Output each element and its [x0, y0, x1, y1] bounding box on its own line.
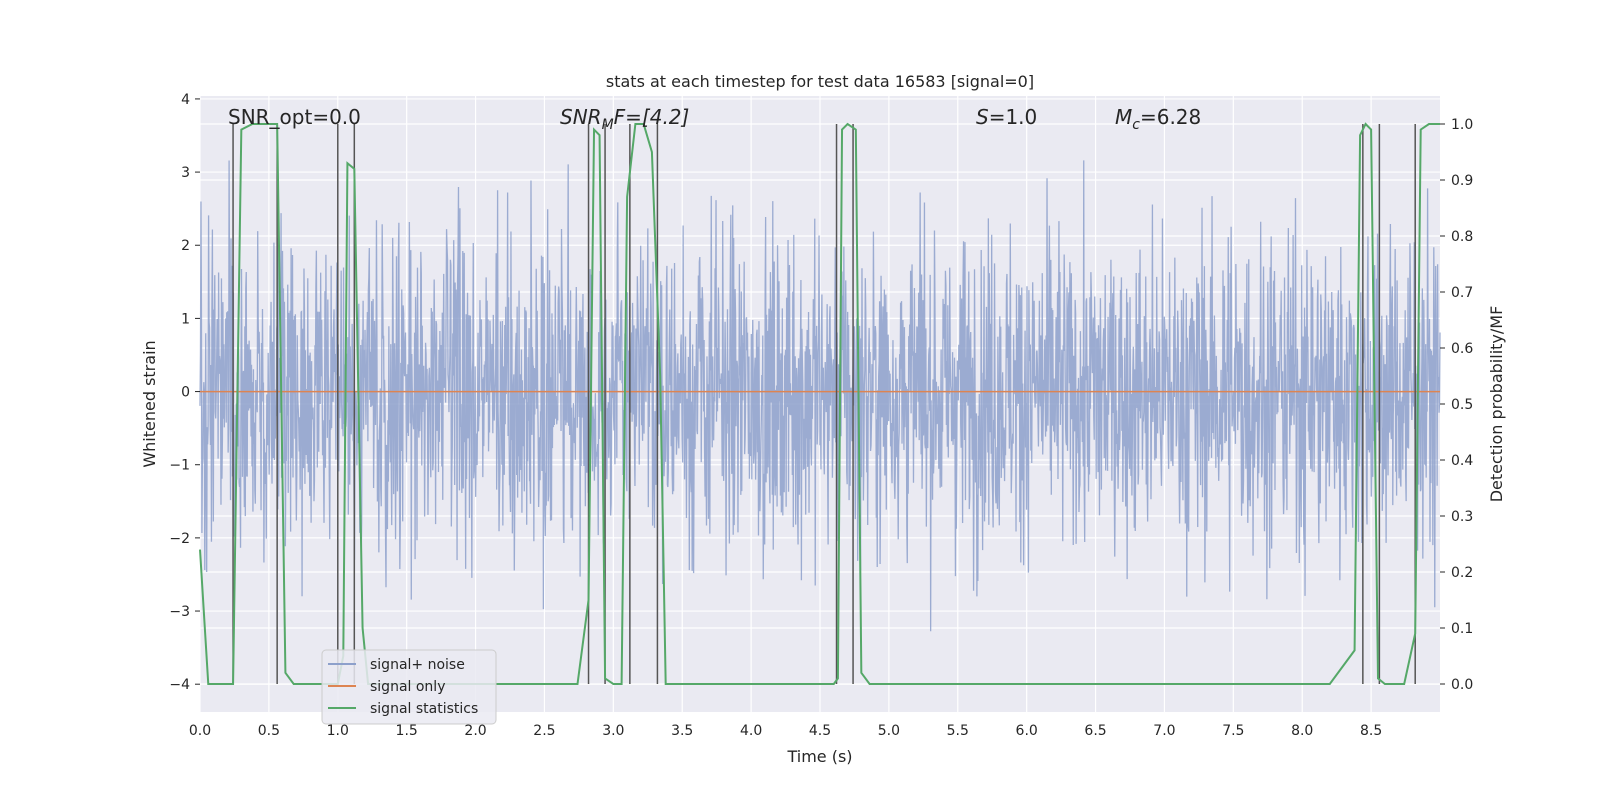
- y-right-tick-label-8: 0.2: [1451, 565, 1473, 581]
- x-tick-label-4: 2.0: [464, 723, 486, 739]
- legend-box: [321, 649, 497, 725]
- y-left-tick-label-3: 1: [181, 311, 190, 327]
- annotation-snr-mf-prefix: SNR: [560, 105, 602, 129]
- x-tick-label-6: 3.0: [602, 723, 624, 739]
- y-right-tick-label-5: 0.5: [1451, 397, 1473, 413]
- legend-label-signal-statistics: signal statistics: [370, 701, 478, 717]
- y-right-tick-label-1: 0.9: [1451, 173, 1473, 189]
- y-left-tick-label-8: −4: [169, 677, 190, 693]
- annotation-mc-sub: c: [1132, 117, 1140, 133]
- x-axis-ticks: 0.0 0.5 1.0 1.5 2.0 2.5 3.0 3.5 4.0 4.5 5.0 5.5 6.0 6…: [189, 723, 1382, 739]
- y-right-tick-label-7: 0.3: [1451, 509, 1473, 525]
- annotation-snr-opt: SNR_opt=0.0: [228, 105, 361, 129]
- x-tick-label-16: 8.0: [1291, 723, 1313, 739]
- y-left-tick-label-7: −3: [169, 604, 190, 620]
- y-left-tick-label-2: 2: [181, 238, 190, 254]
- y-right-tick-label-0: 1.0: [1451, 117, 1473, 133]
- left-y-axis-label: Whitened strain: [140, 340, 159, 467]
- signal-noise-line: [199, 160, 1441, 632]
- legend: signal+ noise signal only signal statist…: [321, 649, 497, 725]
- legend-label-signal-noise: signal+ noise: [370, 657, 465, 673]
- x-tick-label-11: 5.5: [947, 723, 969, 739]
- signal-statistics-series: [199, 122, 1440, 685]
- event-markers: [232, 124, 1416, 684]
- x-tick-label-10: 5.0: [878, 723, 900, 739]
- x-tick-label-0: 0.0: [189, 723, 211, 739]
- y-right-tick-label-3: 0.7: [1451, 285, 1473, 301]
- y-right-tick-label-2: 0.8: [1451, 229, 1473, 245]
- annotation-mc: Mc=6.28: [1115, 105, 1201, 133]
- y-left-tick-label-5: −1: [169, 458, 190, 474]
- chart-title: stats at each timestep for test data 165…: [606, 72, 1034, 91]
- annotation-snr-mf-sub: M: [602, 117, 614, 133]
- x-axis-label: Time (s): [786, 747, 852, 766]
- x-tick-label-2: 1.0: [327, 723, 349, 739]
- x-tick-label-12: 6.0: [1016, 723, 1038, 739]
- x-tick-label-13: 6.5: [1084, 723, 1106, 739]
- left-y-axis-ticks: 4 3 2 1 0 −1 −2 −3 −4: [169, 92, 200, 693]
- x-tick-label-9: 4.5: [809, 723, 831, 739]
- signal-statistics-line: [199, 122, 1440, 685]
- right-y-axis-label: Detection probability/MF: [1487, 306, 1506, 503]
- y-left-tick-label-0: 4: [181, 92, 190, 108]
- annotation-s-var: S: [976, 105, 989, 129]
- y-left-tick-label-4: 0: [181, 385, 190, 401]
- y-right-tick-label-6: 0.4: [1451, 453, 1473, 469]
- x-tick-label-3: 1.5: [396, 723, 418, 739]
- y-right-tick-label-4: 0.6: [1451, 341, 1473, 357]
- x-tick-label-17: 8.5: [1360, 723, 1382, 739]
- signal-noise-series: [199, 160, 1441, 632]
- x-tick-label-1: 0.5: [258, 723, 280, 739]
- y-left-tick-label-6: −2: [169, 531, 190, 547]
- annotation-s: S=1.0: [976, 105, 1037, 129]
- annotation-mc-var: M: [1115, 105, 1132, 129]
- legend-label-signal-only: signal only: [370, 679, 445, 695]
- x-tick-label-5: 2.5: [533, 723, 555, 739]
- annotation-mc-value: =6.28: [1140, 105, 1201, 129]
- y-right-tick-label-10: 0.0: [1451, 677, 1473, 693]
- y-right-tick-label-9: 0.1: [1451, 621, 1473, 637]
- annotation-snr-mf-rest: F=[4.2]: [614, 105, 690, 129]
- x-tick-label-8: 4.0: [740, 723, 762, 739]
- y-left-tick-label-1: 3: [181, 165, 190, 181]
- right-y-axis-ticks: 1.0 0.9 0.8 0.7 0.6 0.5 0.4 0.3 0.2 0.1 0.0: [1440, 117, 1473, 693]
- annotation-s-value: =1.0: [989, 105, 1038, 129]
- x-tick-label-7: 3.5: [671, 723, 693, 739]
- annotation-snr-mf: SNRMF=[4.2]: [560, 105, 689, 133]
- x-tick-label-15: 7.5: [1222, 723, 1244, 739]
- x-tick-label-14: 7.0: [1153, 723, 1175, 739]
